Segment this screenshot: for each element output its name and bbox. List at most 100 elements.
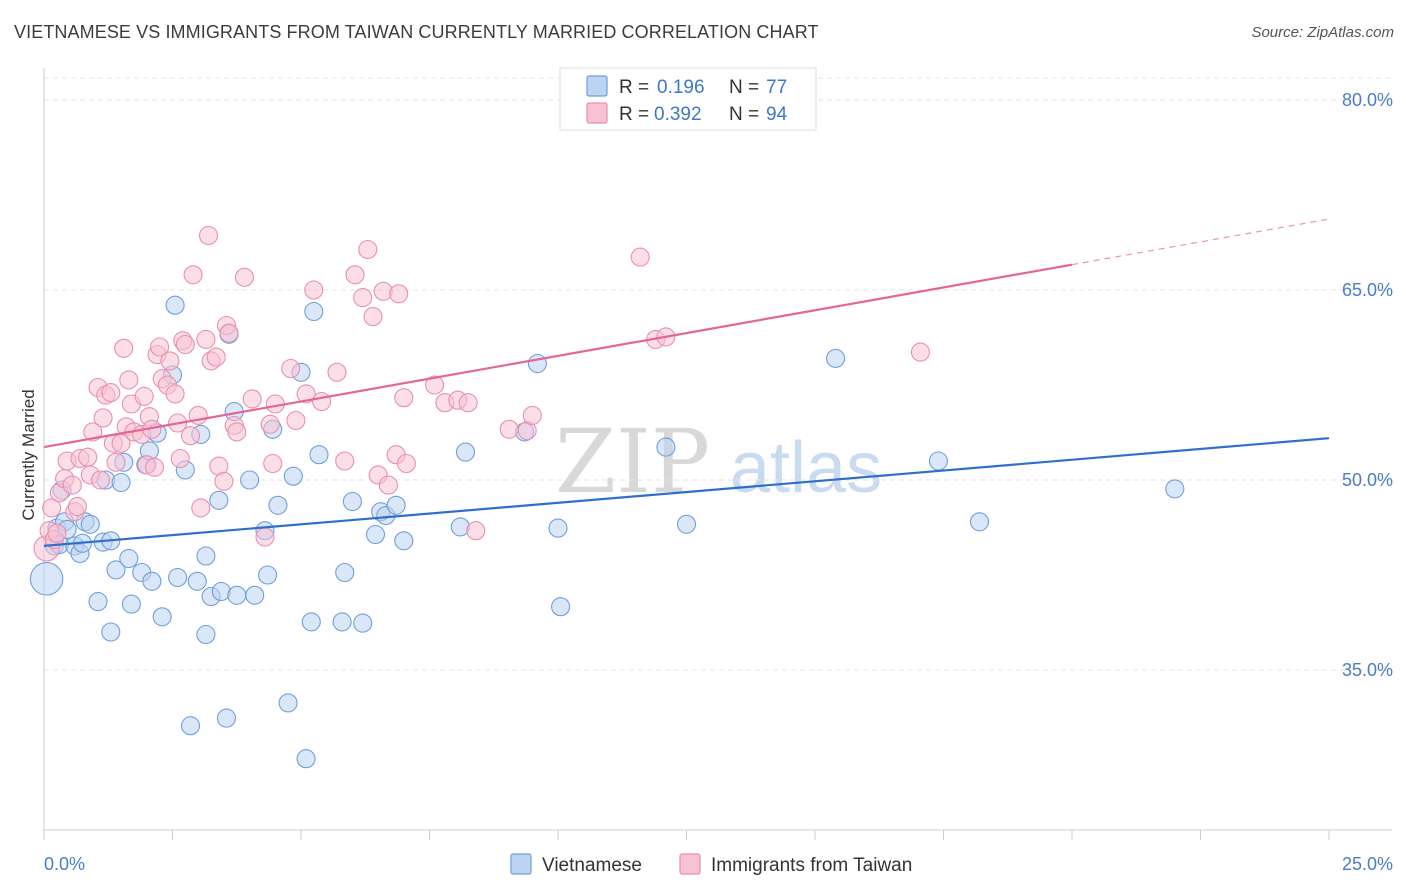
legend-swatch-vietnamese [586, 75, 608, 97]
point-vietnamese-76 [969, 512, 990, 532]
point-vietnamese-59 [342, 491, 362, 512]
point-vietnamese-47 [258, 565, 278, 585]
legend-top: R = 0.196 N = 77 R = 0.392 N = 94 [559, 67, 817, 131]
point-taiwan-19 [101, 383, 121, 403]
point-vietnamese-44 [240, 470, 260, 490]
point-taiwan-61 [260, 414, 280, 434]
point-taiwan-4 [47, 523, 67, 543]
watermark-atlas: atlas [730, 428, 882, 508]
point-taiwan-59 [242, 389, 262, 409]
data-points [29, 225, 1185, 769]
legend-r-value-taiwan: 0.392 [654, 104, 702, 125]
trend-line-taiwan [43, 263, 1073, 449]
legend-n-label-vietnamese: N = [729, 77, 759, 98]
point-vietnamese-45 [245, 585, 265, 605]
point-taiwan-93 [327, 362, 347, 382]
point-taiwan-76 [378, 475, 398, 495]
point-vietnamese-17 [106, 560, 126, 580]
point-vietnamese-21 [121, 594, 141, 614]
point-taiwan-17 [93, 408, 113, 428]
point-vietnamese-49 [268, 495, 288, 515]
point-taiwan-60 [255, 527, 275, 547]
point-taiwan-55 [219, 323, 239, 343]
point-vietnamese-77 [1165, 479, 1185, 499]
point-vietnamese-33 [187, 571, 207, 591]
point-taiwan-78 [389, 284, 409, 304]
point-taiwan-33 [144, 457, 165, 477]
y-tick-label-50: 50.0% [1342, 470, 1393, 490]
point-vietnamese-53 [296, 749, 316, 769]
point-taiwan-58 [234, 267, 255, 287]
point-taiwan-35 [150, 337, 170, 357]
point-taiwan-29 [134, 386, 154, 406]
point-vietnamese-71 [551, 597, 571, 617]
point-taiwan-79 [396, 453, 416, 474]
legend-bottom-swatch-vietnamese [510, 853, 532, 875]
point-taiwan-10 [67, 497, 87, 517]
point-vietnamese-18 [111, 472, 131, 493]
point-vietnamese-57 [335, 562, 355, 583]
point-vietnamese-35 [196, 624, 216, 645]
legend-bottom: Vietnamese Immigrants from Taiwan [510, 853, 912, 876]
point-taiwan-64 [281, 358, 301, 379]
point-taiwan-67 [304, 280, 324, 300]
point-taiwan-85 [466, 521, 486, 541]
point-vietnamese-29 [165, 295, 185, 315]
legend-n-value-vietnamese: 77 [766, 77, 787, 98]
chart-source: Source: ZipAtlas.com [1251, 24, 1394, 41]
legend-r-label-vietnamese: R = [619, 77, 649, 98]
point-vietnamese-30 [168, 567, 188, 588]
trend-lines [43, 218, 1330, 547]
point-vietnamese-43 [227, 585, 247, 605]
legend-swatch-taiwan [586, 102, 608, 124]
y-tick-label-65: 65.0% [1342, 280, 1393, 300]
point-taiwan-14 [83, 422, 103, 442]
legend-r-value-vietnamese: 0.196 [657, 77, 705, 98]
point-taiwan-2 [42, 498, 62, 518]
point-taiwan-39 [165, 384, 185, 404]
point-vietnamese-12 [88, 592, 108, 612]
point-vietnamese-75 [928, 451, 948, 471]
point-taiwan-12 [78, 447, 98, 467]
point-vietnamese-60 [353, 613, 373, 633]
point-taiwan-21 [106, 452, 126, 472]
point-vietnamese-58 [332, 612, 352, 632]
point-vietnamese-40 [216, 708, 237, 728]
point-taiwan-88 [630, 247, 650, 267]
chart-title: VIETNAMESE VS IMMIGRANTS FROM TAIWAN CUR… [14, 22, 819, 42]
point-taiwan-92 [499, 419, 519, 439]
point-taiwan-53 [214, 471, 234, 491]
point-vietnamese-56 [309, 445, 329, 465]
legend-bottom-label-taiwan: Immigrants from Taiwan [711, 855, 912, 876]
legend-n-label-taiwan: N = [729, 104, 759, 125]
point-taiwan-87 [522, 405, 542, 425]
point-vietnamese-0 [29, 562, 64, 596]
point-taiwan-70 [345, 265, 365, 285]
point-taiwan-57 [227, 422, 247, 442]
point-vietnamese-61 [365, 524, 386, 545]
point-vietnamese-36 [196, 546, 216, 566]
y-tick-label-80: 80.0% [1342, 90, 1393, 110]
point-taiwan-72 [358, 239, 378, 260]
point-taiwan-41 [170, 448, 190, 469]
legend-r-label-taiwan: R = [619, 104, 649, 125]
point-vietnamese-55 [304, 301, 324, 322]
point-taiwan-8 [62, 475, 82, 495]
point-taiwan-25 [119, 370, 139, 390]
point-taiwan-69 [335, 451, 355, 471]
point-vietnamese-32 [180, 716, 201, 736]
point-vietnamese-38 [209, 490, 229, 510]
legend-bottom-swatch-taiwan [679, 853, 701, 875]
point-taiwan-38 [160, 351, 180, 371]
point-taiwan-23 [114, 338, 134, 358]
y-tick-label-35: 35.0% [1342, 660, 1393, 680]
point-taiwan-45 [183, 265, 203, 285]
axes: 35.0% 50.0% 65.0% 80.0% 0.0% 25.0% [43, 68, 1393, 874]
point-taiwan-47 [191, 498, 211, 518]
point-taiwan-65 [286, 410, 306, 431]
point-vietnamese-54 [301, 612, 321, 632]
point-vietnamese-73 [676, 514, 697, 534]
point-vietnamese-25 [142, 571, 162, 591]
y-axis-title: Currently Married [19, 389, 38, 520]
